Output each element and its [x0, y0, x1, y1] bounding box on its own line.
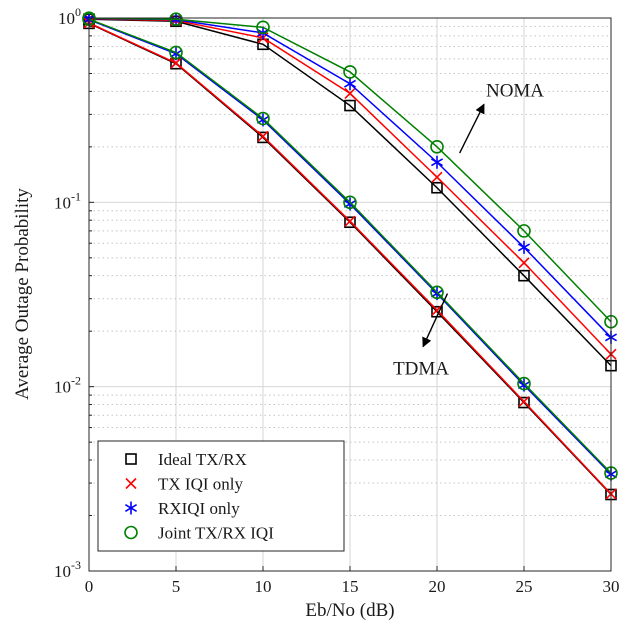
- x-tick-label: 15: [342, 577, 359, 596]
- y-tick-label: 10-3: [54, 558, 81, 581]
- legend-marker-asterisk: [124, 501, 138, 515]
- x-tick-label: 10: [255, 577, 272, 596]
- y-tick-label: 10-1: [54, 189, 81, 212]
- y-axis-title: Average Outage Probability: [12, 188, 33, 400]
- legend-entry: Ideal TX/RX: [125, 450, 247, 469]
- series-group: [82, 11, 618, 501]
- data-point-x: [518, 396, 530, 408]
- legend-label: RXIQI only: [158, 499, 240, 518]
- data-point-square: [431, 181, 443, 194]
- tdma-label: TDMA: [393, 359, 449, 380]
- data-point-circle: [343, 195, 357, 210]
- data-point-square: [344, 216, 356, 229]
- data-point-asterisk: [517, 240, 531, 254]
- legend-marker-square: [125, 453, 137, 465]
- series-tdma-rxiqi-only: [82, 13, 618, 481]
- data-point-circle: [256, 111, 270, 126]
- noma-label: NOMA: [486, 80, 544, 101]
- data-point-asterisk: [430, 155, 444, 169]
- data-point-x: [344, 215, 356, 227]
- series-line-noma-joint-tx-rx-iqi: [88, 17, 612, 323]
- x-axis-title: Eb/No (dB): [305, 600, 394, 621]
- legend-entry: RXIQI only: [124, 499, 240, 518]
- data-point-circle: [517, 224, 531, 238]
- legend-label: Ideal TX/RX: [158, 450, 247, 469]
- data-point-asterisk: [343, 77, 357, 91]
- legend-entry: TX IQI only: [125, 475, 243, 494]
- legend-entry: Joint TX/RX IQI: [124, 524, 274, 543]
- x-tick-label: 5: [172, 577, 181, 596]
- tick-group: 0 5 10 15 20 25 30 10-3 10-2 10-1 100: [54, 5, 620, 596]
- data-point-circle: [517, 376, 531, 391]
- x-tick-label: 20: [429, 577, 446, 596]
- x-tick-label: 30: [603, 577, 620, 596]
- x-tick-label: 0: [85, 577, 94, 596]
- data-point-square: [257, 131, 269, 144]
- data-point-circle: [169, 12, 183, 27]
- y-tick-label: 10-2: [54, 374, 81, 397]
- data-point-circle: [430, 140, 444, 154]
- legend-box: [97, 440, 345, 552]
- data-point-x: [518, 257, 530, 269]
- data-point-circle: [430, 285, 444, 300]
- legend-label: TX IQI only: [158, 475, 243, 494]
- legend-marker-x: [125, 477, 137, 490]
- data-point-square: [518, 269, 530, 282]
- tdma-arrow: [422, 293, 449, 348]
- data-point-x: [257, 130, 269, 142]
- data-point-circle: [256, 20, 270, 35]
- data-point-x: [344, 87, 356, 99]
- data-point-x: [431, 304, 443, 316]
- data-point-circle: [343, 65, 357, 79]
- data-point-square: [518, 396, 530, 409]
- legend-marker-circle: [124, 525, 138, 540]
- y-tick-label: 100: [58, 5, 81, 28]
- legend-label: Joint TX/RX IQI: [158, 524, 274, 543]
- annotation-group: NOMA TDMA: [393, 80, 544, 379]
- data-point-x: [170, 57, 182, 69]
- legend: Ideal TX/RX TX IQI only RXIQI only Joint TX…: [97, 440, 345, 552]
- data-point-square: [344, 99, 356, 112]
- series-line-tdma-joint-tx-rx-iqi: [88, 18, 612, 474]
- data-point-circle: [169, 45, 183, 60]
- noma-arrow: [458, 103, 485, 154]
- data-point-x: [431, 171, 443, 183]
- series-tdma-tx-iqi-only: [83, 17, 617, 500]
- x-tick-label: 25: [516, 577, 533, 596]
